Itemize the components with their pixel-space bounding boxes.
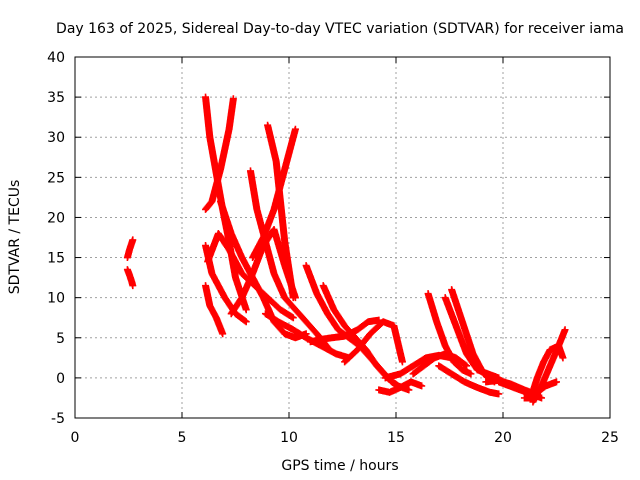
x-axis-label: GPS time / hours xyxy=(281,458,398,474)
grid xyxy=(75,57,610,418)
x-tick-label: 15 xyxy=(387,430,405,446)
x-tick-label: 25 xyxy=(601,430,619,446)
y-tick-label: 25 xyxy=(47,170,65,186)
y-tick-label: 40 xyxy=(47,50,65,66)
series-arc-22 xyxy=(424,290,475,378)
y-tick-label: 35 xyxy=(47,90,65,106)
x-tick-label: 0 xyxy=(71,430,80,446)
data-point-marks xyxy=(264,121,297,302)
data-point-marks xyxy=(202,95,237,213)
data-point-marks xyxy=(424,290,475,378)
y-tick-label: -5 xyxy=(51,411,65,427)
y-tick-label: 0 xyxy=(56,371,65,387)
plot-frame xyxy=(74,56,611,419)
y-axis-label: SDTVAR / TECUs xyxy=(7,180,23,295)
data-point-marks xyxy=(202,282,227,338)
series-arc-28 xyxy=(529,326,569,406)
y-tick-label: 5 xyxy=(56,331,65,347)
y-tick-label: 15 xyxy=(47,251,65,267)
data-point-marks xyxy=(123,266,137,290)
series-arc-17 xyxy=(341,318,406,366)
data-point-marks xyxy=(341,318,406,366)
y-tick-label: 20 xyxy=(47,210,65,226)
axis-ticks: 0 5 10 15 20 25 -5 0 5 10 15 20 25 30 35 40 xyxy=(47,50,619,446)
x-tick-label: 20 xyxy=(494,430,512,446)
data-point-marks xyxy=(529,326,569,406)
series-arc-1 xyxy=(123,236,137,262)
data-point-marks xyxy=(435,362,503,398)
y-tick-label: 30 xyxy=(47,130,65,146)
x-tick-label: 5 xyxy=(178,430,187,446)
series-arc-23 xyxy=(448,286,498,386)
series-arc-6 xyxy=(202,282,227,338)
x-tick-label: 10 xyxy=(280,430,298,446)
series-arc-18 xyxy=(375,378,426,396)
data-point-marks xyxy=(123,236,137,262)
series-arc-4 xyxy=(202,95,237,213)
series-arc-24 xyxy=(435,362,503,398)
y-tick-label: 10 xyxy=(47,291,65,307)
data-point-marks xyxy=(375,378,426,396)
data-points xyxy=(123,93,569,406)
series-arc-12 xyxy=(264,121,297,302)
chart-title: Day 163 of 2025, Sidereal Day-to-day VTE… xyxy=(56,21,624,37)
data-point-marks xyxy=(448,286,498,386)
series-arc-2 xyxy=(123,266,137,290)
